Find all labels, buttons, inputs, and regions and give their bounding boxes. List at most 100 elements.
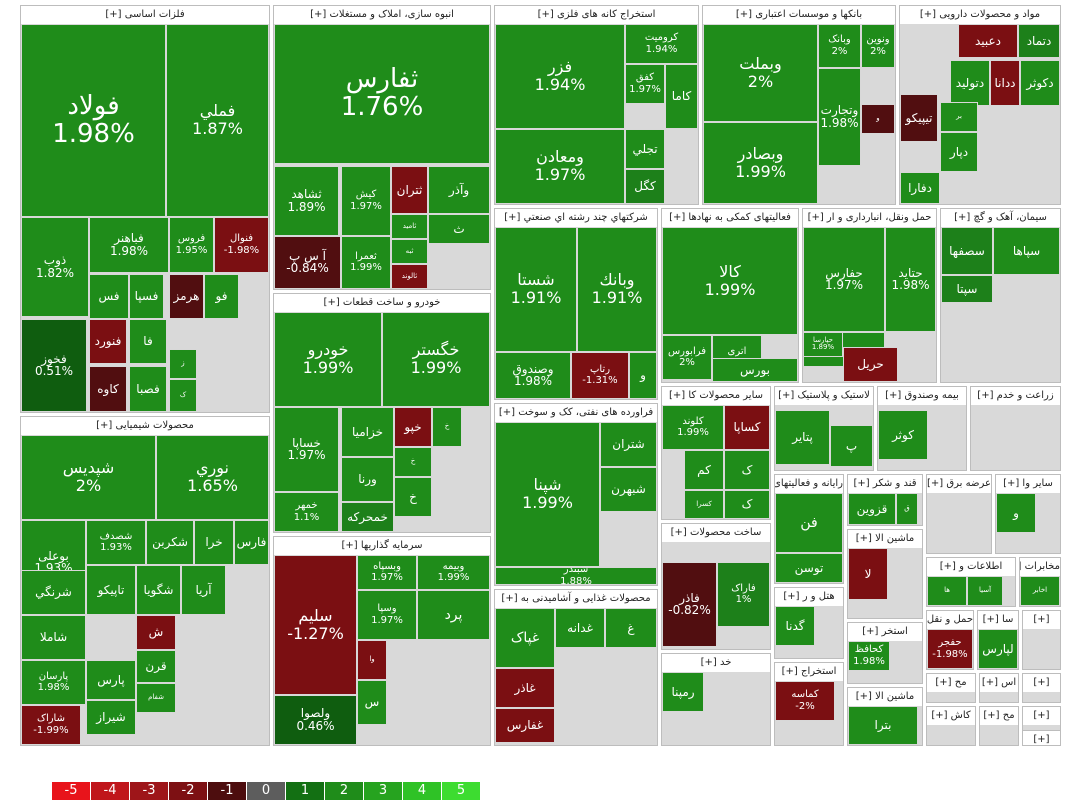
stock-tile[interactable]: ثامید <box>391 214 428 239</box>
stock-tile[interactable]: فولاد 1.98% <box>21 24 166 217</box>
stock-tile[interactable]: ثعمرا 1.99% <box>341 236 391 289</box>
sector-block[interactable]: اس [+] <box>979 673 1019 703</box>
stock-tile[interactable]: ثتران <box>391 166 428 214</box>
sector-block[interactable]: بیمه وصندوق [+] كوثر <box>877 386 967 471</box>
sector-block[interactable]: فعالیتهای کمکی به نهادها [+] كالا 1.99% فرا… <box>661 208 799 383</box>
stock-tile[interactable]: وبسپاه 1.97% <box>357 555 417 590</box>
sector-title[interactable]: حمل ونقل، انبارداری و ار [+] <box>803 209 936 227</box>
stock-tile[interactable]: حفارس 1.97% <box>803 227 885 332</box>
sector-block[interactable]: حمل و نقل [+]حفجر-1.98% <box>926 610 974 670</box>
stock-tile[interactable]: غاذر <box>495 668 555 708</box>
stock-tile[interactable]: آ س پ -0.84% <box>274 236 341 289</box>
stock-tile[interactable]: کماسه -2% <box>775 681 835 721</box>
stock-tile[interactable]: خمهر 1.1% <box>274 492 339 532</box>
stock-tile[interactable]: ورنا <box>341 457 394 502</box>
sector-block[interactable]: استخراج کانه های فلزی [+] فزر 1.94% کرومیت 1… <box>494 5 699 205</box>
stock-tile[interactable]: وا <box>357 640 387 680</box>
sector-block[interactable]: لاستیک و پلاستیک [+] پتاير پ <box>774 386 874 471</box>
stock-tile[interactable]: ددانا <box>990 60 1020 106</box>
stock-tile[interactable]: خ <box>394 477 432 517</box>
stock-tile[interactable]: كاوه <box>89 366 127 412</box>
stock-tile[interactable]: فرابورس 2% <box>662 335 712 380</box>
stock-tile[interactable]: فملي 1.87% <box>166 24 269 217</box>
stock-tile[interactable]: فارس <box>234 520 269 565</box>
stock-tile[interactable]: س <box>357 680 387 725</box>
sector-title[interactable]: استخراج [+] <box>775 663 843 681</box>
stock-tile[interactable]: كساپا <box>724 405 770 450</box>
sector-block[interactable]: مخابرات [+] اخابر <box>1019 557 1061 607</box>
sector-title[interactable]: ماشین الا [+] <box>848 530 922 548</box>
stock-tile[interactable]: خرا <box>194 520 234 565</box>
stock-tile[interactable]: ثفارس 1.76% <box>274 24 490 164</box>
sector-block[interactable]: محصولات غذایی و آشامیدنی به [+] غپاک غدانه… <box>494 589 658 746</box>
sector-block[interactable]: [+] <box>1022 730 1061 746</box>
stock-tile[interactable]: شپنا 1.99% <box>495 422 600 567</box>
sector-block[interactable]: مح [+] <box>979 706 1019 746</box>
stock-tile[interactable]: كسرا <box>684 490 724 519</box>
stock-tile[interactable]: وبصادر 1.99% <box>703 122 818 204</box>
stock-tile[interactable]: شرنگي <box>21 570 86 615</box>
stock-tile[interactable]: فن <box>775 493 843 553</box>
stock-tile[interactable]: فسپا <box>129 274 164 319</box>
sector-block[interactable]: اطلاعات و [+] ها آسیا <box>926 557 1016 607</box>
sector-title[interactable]: [+] <box>1023 707 1060 725</box>
stock-tile[interactable]: کرومیت 1.94% <box>625 24 698 64</box>
stock-tile[interactable]: حريل <box>843 347 898 382</box>
stock-tile[interactable]: كالا 1.99% <box>662 227 798 335</box>
stock-tile[interactable]: ها <box>927 576 967 606</box>
sector-title[interactable]: مواد و محصولات دارویی [+] <box>900 6 1060 24</box>
stock-tile[interactable]: خودرو 1.99% <box>274 312 382 407</box>
stock-tile[interactable]: دعبيد <box>958 24 1018 58</box>
stock-tile[interactable]: دپار <box>940 132 978 172</box>
stock-tile[interactable]: رمپنا <box>662 672 704 712</box>
stock-tile[interactable]: فصبا <box>129 366 167 412</box>
stock-tile[interactable]: ز <box>169 349 197 379</box>
stock-tile[interactable]: خ <box>432 407 462 447</box>
sector-block[interactable]: کاش [+] <box>926 706 976 746</box>
sector-block[interactable]: [+] <box>1022 610 1061 670</box>
stock-tile[interactable]: خ <box>394 447 432 477</box>
stock-tile[interactable]: ومعادن 1.97% <box>495 129 625 204</box>
sector-block[interactable]: سایر محصولات کا [+] کلوند 1.99% كساپا کم ک كسر… <box>661 386 771 520</box>
sector-title[interactable]: بیمه وصندوق [+] <box>878 387 966 405</box>
stock-tile[interactable]: شبهرن <box>600 467 657 512</box>
sector-title[interactable]: کاش [+] <box>927 707 975 725</box>
stock-tile[interactable]: ک <box>169 379 197 412</box>
sector-block[interactable]: انبوه سازی، املاک و مستغلات [+] ثفارس 1.76… <box>273 5 491 290</box>
stock-tile[interactable]: پارس <box>86 660 136 700</box>
stock-tile[interactable]: شگويا <box>136 565 181 615</box>
sector-block[interactable]: حمل ونقل، انبارداری و ار [+] حفارس 1.97% حت… <box>802 208 937 383</box>
stock-tile[interactable]: وتجارت 1.98% <box>818 68 861 166</box>
sector-block[interactable]: فلزات اساسی [+] فولاد 1.98% فملي 1.87% ذوب 1.8… <box>20 5 270 413</box>
stock-tile[interactable]: آريا <box>181 565 226 615</box>
stock-tile[interactable]: بورس <box>712 358 798 382</box>
stock-tile[interactable]: حفجر -1.98% <box>927 629 973 669</box>
stock-tile[interactable]: اخابر <box>1020 576 1060 606</box>
sector-title[interactable]: [+] <box>1023 674 1060 692</box>
sector-title[interactable]: محصولات شیمیایی [+] <box>21 417 269 435</box>
stock-tile[interactable]: شاراک -1.99% <box>21 705 81 745</box>
stock-tile[interactable]: دفارا <box>900 172 940 204</box>
stock-tile[interactable]: شاملا <box>21 615 86 660</box>
stock-tile[interactable]: وبملت 2% <box>703 24 818 122</box>
stock-tile[interactable]: و <box>996 493 1036 533</box>
stock-tile[interactable]: فاراک 1% <box>717 562 770 627</box>
stock-tile[interactable]: پرد <box>417 590 490 640</box>
sector-title[interactable]: بانکها و موسسات اعتباری [+] <box>703 6 895 24</box>
stock-tile[interactable]: پارسان 1.98% <box>21 660 86 705</box>
sector-block[interactable]: مواد و محصولات دارویی [+] دعبيد دتماد دکوثر… <box>899 5 1061 205</box>
stock-tile[interactable]: ث <box>428 214 490 244</box>
sector-title[interactable]: مخابرات [+] <box>1020 558 1060 576</box>
stock-tile[interactable]: غفارس <box>495 708 555 743</box>
sector-title[interactable]: مح [+] <box>927 674 975 692</box>
stock-tile[interactable]: كوثر <box>878 410 928 460</box>
sector-block[interactable]: خد [+] رمپنا <box>661 653 771 746</box>
stock-tile[interactable]: ق <box>896 493 918 525</box>
sector-title[interactable]: [+] <box>1023 611 1060 629</box>
stock-tile[interactable]: فنوال -1.98% <box>214 217 269 273</box>
sector-title[interactable]: حمل و نقل [+] <box>927 611 973 629</box>
stock-tile[interactable]: شفام <box>136 683 176 713</box>
sector-title[interactable]: استخراج کانه های فلزی [+] <box>495 6 698 24</box>
sector-block[interactable]: قند و شکر [+] قزوين ق <box>847 474 923 526</box>
stock-tile[interactable]: توسن <box>775 553 843 583</box>
